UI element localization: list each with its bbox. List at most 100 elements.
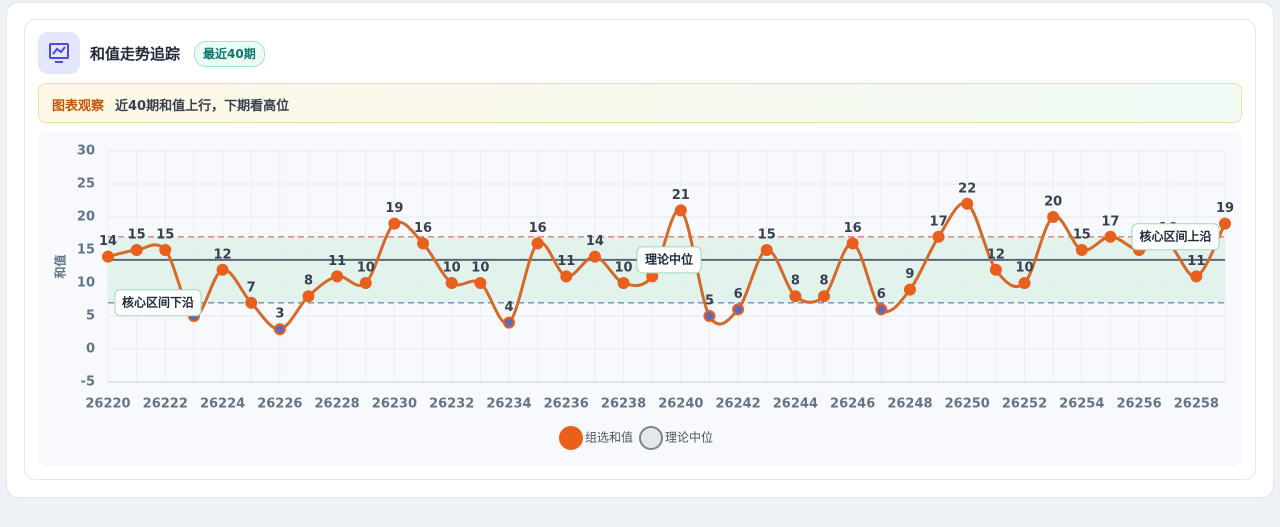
point-label: 22	[958, 181, 976, 196]
point	[674, 204, 687, 217]
series-line	[107, 201, 1227, 331]
point	[1104, 230, 1117, 243]
point-label: 8	[820, 274, 829, 289]
point-label: 6	[734, 287, 743, 302]
point-label: 15	[156, 228, 174, 243]
point-label: 12	[214, 247, 232, 262]
point	[130, 244, 143, 256]
point	[932, 230, 945, 243]
median-annotation: 理论中位	[645, 251, 693, 266]
point	[502, 316, 515, 329]
point-label: 19	[385, 201, 403, 216]
y-tick-label: 10	[77, 276, 95, 291]
x-tick-label: 26224	[200, 397, 245, 412]
point	[1190, 270, 1203, 283]
point	[388, 217, 401, 230]
point-label: 9	[905, 267, 914, 282]
x-tick-label: 26242	[715, 397, 760, 412]
point	[1219, 217, 1231, 230]
lower-annotation-box	[114, 289, 202, 317]
point-label: 5	[705, 294, 714, 309]
point	[818, 290, 831, 303]
insight-label: 图表观察	[52, 99, 105, 114]
point-label: 14	[99, 234, 117, 249]
x-tick-label: 26236	[544, 397, 589, 412]
point-label: 14	[586, 234, 604, 249]
point-label: 6	[877, 287, 886, 302]
legend-swatch	[559, 426, 583, 450]
y-tick-label: 30	[77, 144, 95, 159]
point	[331, 270, 344, 283]
insight-text: 近40期和值上行，下期看高位	[115, 99, 290, 114]
title: 和值走势追踪	[90, 45, 181, 63]
y-axis-label: 和值	[53, 254, 68, 279]
point-label: 12	[987, 247, 1005, 262]
badge: 最近40期	[194, 41, 265, 67]
point-label: 10	[443, 261, 461, 276]
y-tick-label: -5	[81, 375, 95, 390]
point	[961, 197, 974, 210]
point	[474, 277, 487, 289]
x-tick-label: 26250	[945, 397, 990, 412]
point-label: 7	[247, 280, 256, 295]
point	[245, 296, 258, 309]
point	[1075, 244, 1088, 256]
x-tick-label: 26232	[429, 397, 474, 412]
point	[445, 277, 458, 289]
x-tick-label: 26234	[486, 397, 531, 412]
point-label: 10	[614, 261, 632, 276]
point-label: 10	[1015, 261, 1033, 276]
icon	[38, 32, 80, 74]
legend-label: 组选和值	[585, 430, 633, 445]
point-label: 19	[1216, 201, 1234, 216]
point	[560, 270, 573, 283]
x-tick-label: 26244	[773, 397, 818, 412]
x-tick-label: 26252	[1002, 397, 1047, 412]
point	[1018, 277, 1031, 289]
upper-annotation-box	[1131, 223, 1220, 251]
point-label: 16	[414, 221, 432, 236]
point-label: 16	[844, 221, 862, 236]
y-tick-label: 0	[86, 342, 95, 357]
point	[989, 263, 1002, 276]
icon-glyph	[49, 43, 69, 63]
point-label: 10	[357, 261, 375, 276]
legend-swatch	[639, 426, 663, 450]
point-label: 16	[529, 221, 547, 236]
point-label: 4	[504, 300, 513, 315]
x-tick-label: 26240	[658, 397, 703, 412]
point	[789, 290, 802, 303]
x-tick-label: 26220	[85, 397, 130, 412]
y-tick-label: 15	[77, 243, 95, 258]
upper-annotation: 核心区间上沿	[1139, 228, 1211, 243]
point	[617, 277, 630, 289]
point	[588, 250, 601, 263]
point-label: 17	[930, 214, 948, 229]
point	[732, 303, 745, 316]
x-tick-label: 26226	[257, 397, 302, 412]
x-tick-label: 26248	[887, 397, 932, 412]
point	[760, 244, 773, 256]
point-label: 17	[1101, 214, 1119, 229]
point-label: 15	[1073, 228, 1091, 243]
point-label: 21	[672, 188, 690, 203]
point	[1047, 211, 1060, 223]
point	[159, 244, 172, 256]
point	[903, 283, 916, 296]
y-tick-label: 20	[77, 210, 95, 225]
point-label: 8	[304, 274, 313, 289]
median-annotation-box	[636, 246, 702, 274]
point	[417, 237, 430, 250]
point-label: 15	[128, 228, 146, 243]
x-tick-label: 26258	[1174, 397, 1219, 412]
point-label: 3	[275, 307, 284, 322]
point-label: 10	[471, 261, 489, 276]
point-label: 11	[1187, 254, 1205, 269]
x-tick-label: 26228	[315, 397, 360, 412]
point	[846, 237, 859, 250]
point-label: 11	[557, 254, 575, 269]
point	[875, 303, 888, 316]
point	[531, 237, 544, 250]
point-label: 20	[1044, 195, 1062, 210]
